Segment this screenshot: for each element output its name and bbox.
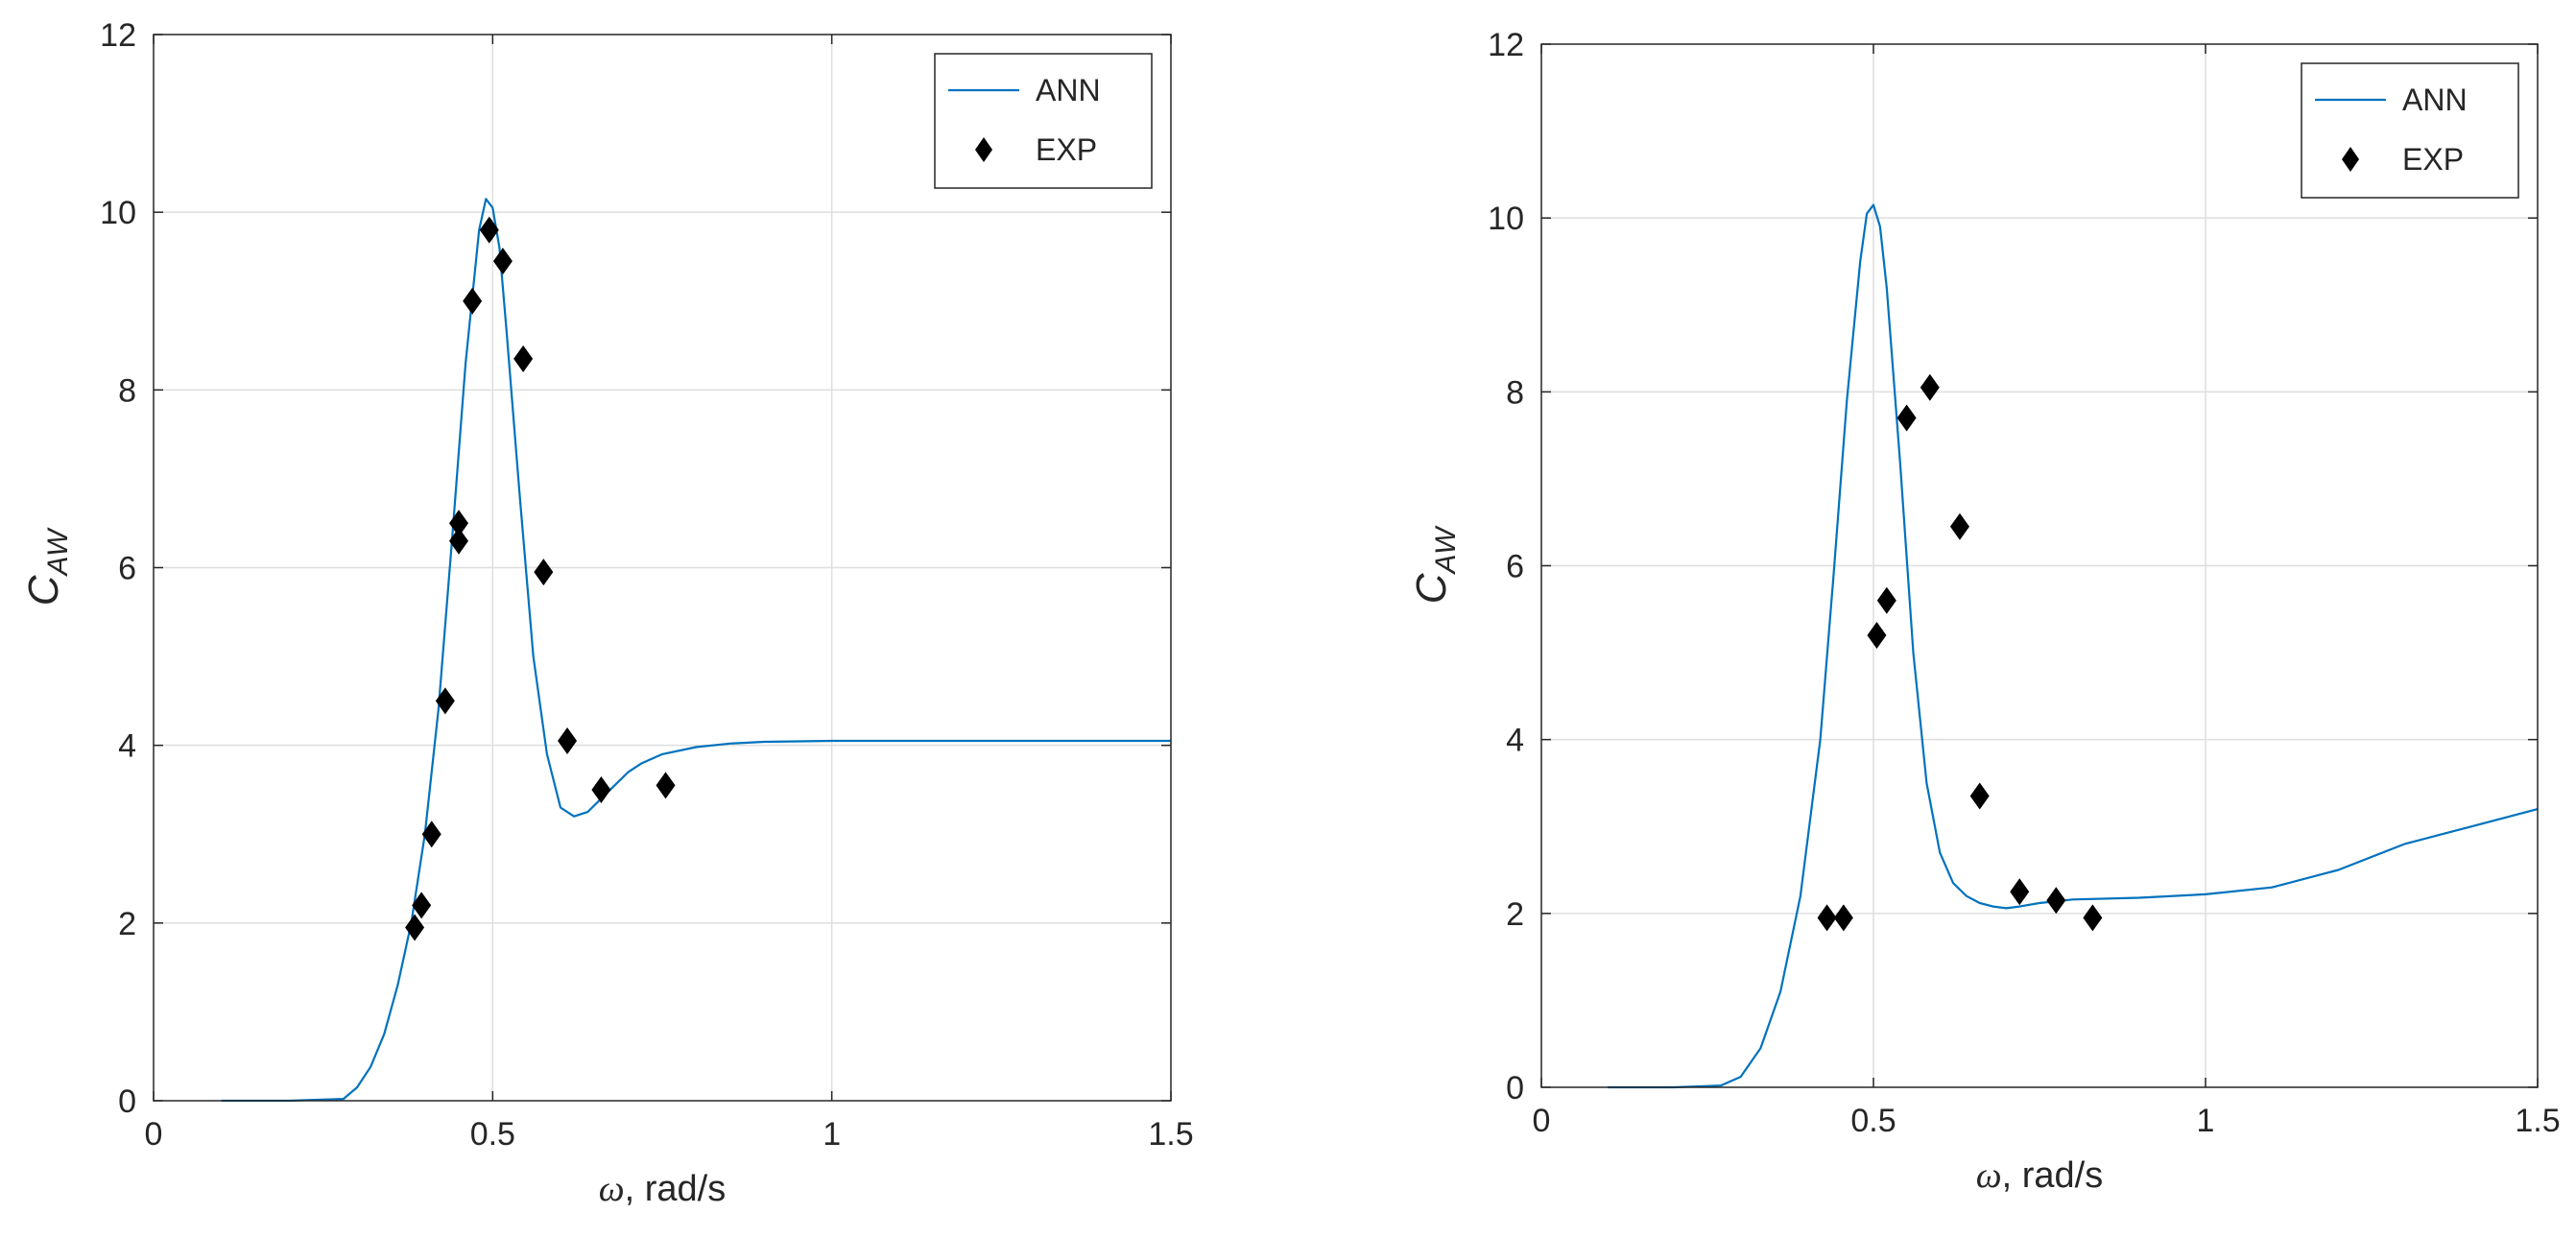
exp-data-point	[405, 914, 425, 941]
legend: ANN EXP	[2301, 62, 2519, 199]
y-tick-label: 10	[1488, 201, 1524, 237]
left-chart: 0 0.5 1 1.5 0 2 4 6 8 10 12 ω, rad/s CAW ANN EXP	[20, 17, 1194, 1209]
x-tick-label: 0.5	[1850, 1103, 1896, 1139]
y-tick-label: 10	[100, 195, 136, 231]
exp-data-point	[463, 287, 483, 315]
exp-data-point	[412, 892, 432, 919]
legend-label: EXP	[1036, 132, 1097, 167]
y-axis-label: CAW	[1408, 525, 1462, 604]
y-axis-subscript: AW	[42, 527, 74, 577]
y-axis-subscript: AW	[1430, 525, 1462, 575]
y-tick-label: 12	[1488, 27, 1524, 63]
exp-data-point	[435, 687, 455, 715]
y-tick-label: 12	[100, 17, 136, 54]
exp-data-point	[656, 772, 676, 799]
legend-box	[934, 53, 1153, 189]
x-axis-label: ω, rad/s	[1976, 1155, 2103, 1196]
exp-data-point	[2046, 887, 2066, 915]
legend-box	[2301, 62, 2519, 199]
ann-curve	[221, 198, 1171, 1103]
y-tick-label: 2	[118, 906, 136, 942]
right-chart: 0 0.5 1 1.5 0 2 4 6 8 10 12 ω, rad/s CAW ANN EXP	[1408, 27, 2561, 1196]
legend: ANN EXP	[934, 53, 1153, 189]
y-axis-label: CAW	[20, 527, 74, 606]
y-tick-label: 8	[1506, 374, 1524, 411]
y-tick-label: 8	[118, 372, 136, 409]
x-axis-unit: , rad/s	[625, 1169, 727, 1209]
x-axis-symbol: ω	[599, 1169, 625, 1209]
legend-exp-marker	[2342, 147, 2359, 172]
y-tick-label: 6	[118, 551, 136, 587]
x-tick-label: 1	[2197, 1103, 2215, 1139]
x-tick-label: 1.5	[2515, 1103, 2560, 1139]
x-axis-label: ω, rad/s	[599, 1169, 726, 1209]
exp-data-point	[534, 559, 554, 586]
exp-data-point	[1833, 904, 1853, 932]
x-tick-label: 1	[823, 1116, 841, 1153]
exp-data-point	[2083, 904, 2103, 932]
legend-label: ANN	[2402, 83, 2468, 117]
y-tick-label: 0	[1506, 1070, 1524, 1106]
legend-exp-marker	[975, 137, 992, 162]
legend-label: EXP	[2402, 142, 2464, 177]
exp-data-point	[1817, 904, 1837, 932]
exp-data-point	[1920, 373, 1940, 401]
y-tick-label: 4	[1506, 723, 1524, 759]
ann-curve	[1608, 203, 2539, 1089]
exp-data-point	[421, 821, 441, 848]
y-tick-label: 2	[1506, 896, 1524, 933]
x-tick-label: 0	[1533, 1103, 1551, 1139]
exp-data-point	[492, 248, 513, 275]
exp-data-point	[1876, 586, 1896, 614]
y-tick-label: 0	[118, 1083, 136, 1120]
exp-data-point	[1969, 782, 1990, 810]
exp-data-point	[513, 345, 534, 372]
legend-label: ANN	[1036, 73, 1101, 107]
exp-data-point	[591, 775, 611, 803]
exp-data-point	[479, 216, 499, 244]
y-axis-base: C	[20, 574, 67, 606]
exp-data-point	[2010, 878, 2030, 906]
exp-data-point	[1949, 512, 1969, 540]
x-axis-symbol: ω	[1976, 1155, 2002, 1196]
exp-data-point	[1896, 404, 1917, 432]
y-tick-label: 6	[1506, 549, 1524, 585]
exp-data-point	[558, 727, 578, 755]
x-axis-unit: , rad/s	[2002, 1155, 2104, 1196]
exp-data-point	[449, 510, 468, 537]
x-tick-label: 0.5	[470, 1116, 515, 1153]
exp-data-point	[1867, 621, 1887, 649]
x-tick-label: 1.5	[1148, 1116, 1193, 1153]
x-tick-label: 0	[145, 1116, 163, 1153]
y-axis-base: C	[1408, 572, 1455, 604]
y-tick-label: 4	[118, 728, 136, 765]
exp-data-point	[449, 527, 468, 555]
